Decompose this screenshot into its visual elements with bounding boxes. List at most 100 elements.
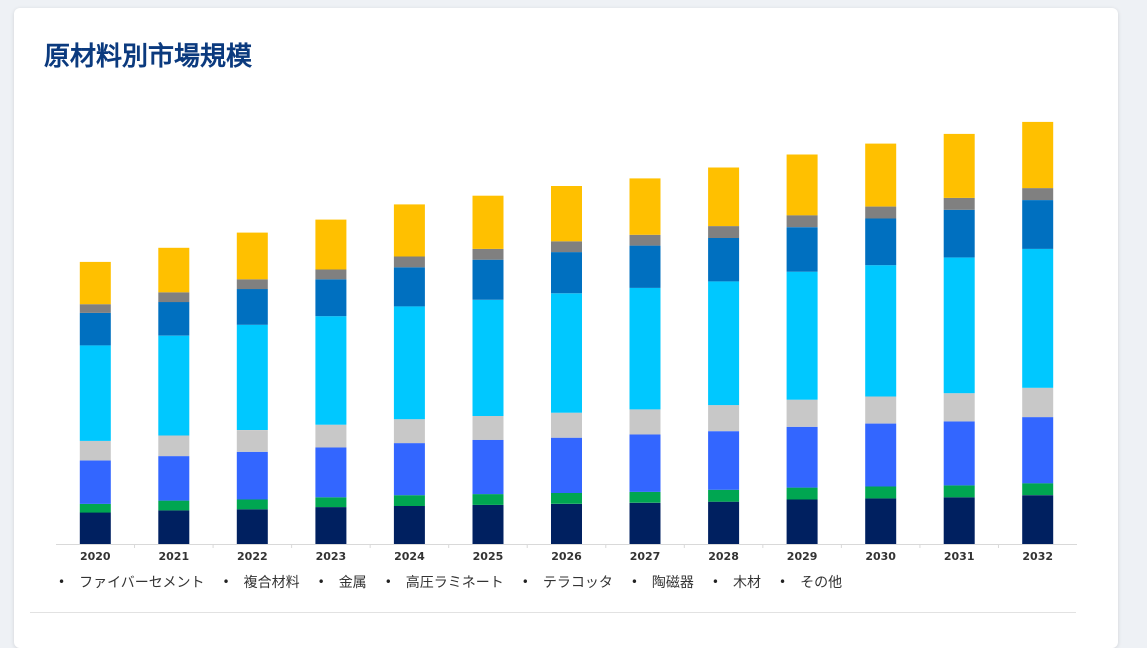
x-tick-label: 2032 [1022,550,1053,563]
bar-segment-2031 [943,197,975,210]
legend-label: 木材 [733,575,761,591]
x-tick-label: 2025 [473,550,504,563]
legend-item: • 高圧ラミネート [385,572,504,592]
bar-segment-2027 [629,502,661,544]
stacked-bar-chart: 2020 2021 2022 2023 2024 2025 2026 2027 2028 2029… [56,121,1077,563]
bar-segment-2031 [943,393,975,422]
bar-segment-2027 [629,409,661,435]
bar-segment-2021 [158,510,190,544]
bar-segment-2027 [629,245,661,288]
bar-segment-2024 [393,419,425,444]
bar-segment-2028 [708,501,740,544]
bar-segment-2032 [1022,495,1054,544]
x-tick-label: 2027 [630,550,661,563]
bar-segment-2023 [315,447,347,498]
legend-bullet-icon: • [58,575,66,589]
bar-segment-2021 [158,302,190,336]
legend-label: 複合材料 [243,575,300,591]
legend-item: • 陶磁器 [631,572,694,592]
bar-segment-2030 [865,486,897,499]
bar-segment-2027 [629,178,661,235]
bar-segment-2023 [315,219,347,270]
bar-segment-2026 [551,293,582,413]
bar-segment-2022 [236,279,268,290]
bar-segment-2029 [786,215,818,228]
bar-segment-2022 [236,232,268,280]
bar-segment-2031 [943,209,975,258]
bar-segment-2025 [472,259,504,300]
legend-label: 高圧ラミネート [405,575,504,591]
bar-segment-2023 [315,269,347,280]
bar-segment-2029 [786,426,818,488]
legend-label: ファイバーセメント [79,575,205,591]
x-tick-label: 2029 [787,550,818,563]
bar-segment-2022 [236,289,268,325]
bar-segment-2021 [158,292,190,303]
legend-bullet-icon: • [222,575,230,589]
bar-segment-2030 [865,143,897,207]
bar-segment-2020 [79,261,111,305]
bar-segment-2023 [315,316,347,425]
legend-bullet-icon: • [384,575,392,589]
bar-segment-2020 [79,503,111,513]
bar-segment-2027 [629,234,661,246]
bar-segment-2021 [158,500,190,511]
bar-segment-2024 [393,256,425,268]
bar-segment-2032 [1022,483,1054,496]
bar-segment-2022 [236,451,268,500]
bar-segment-2031 [943,133,975,198]
x-tick-label: 2024 [394,550,425,563]
legend-bullet-icon: • [317,575,325,589]
bar-segment-2020 [79,304,111,313]
bar-segment-2022 [236,430,268,452]
bar-segment-2026 [551,412,582,438]
bar-segment-2028 [708,405,740,432]
legend-item: • その他 [779,572,842,592]
bar-segment-2027 [629,491,661,503]
bar-segment-2032 [1022,417,1054,484]
bar-segment-2032 [1022,121,1054,189]
bar-segment-2030 [865,265,897,397]
bar-segment-2029 [786,487,818,500]
bar-segment-2031 [943,497,975,544]
bar-segment-2025 [472,195,504,249]
x-tick-label: 2022 [237,550,268,563]
bar-segment-2031 [943,485,975,498]
legend-bullet-icon: • [630,575,638,589]
bar-segment-2026 [551,241,582,253]
bar-segment-2027 [629,434,661,492]
legend-bullet-icon: • [711,575,719,589]
x-tick-label: 2021 [158,550,189,563]
bar-segment-2025 [472,504,504,544]
bar-segment-2030 [865,396,897,424]
bar-segment-2028 [708,238,740,282]
legend-item: • 金属 [318,572,367,592]
bar-segment-2028 [708,226,740,238]
x-tick-label: 2023 [316,550,347,563]
bar-segment-2031 [943,421,975,486]
legend-bullet-icon: • [779,575,787,589]
bar-segment-2032 [1022,200,1054,249]
bar-segment-2030 [865,423,897,487]
x-tick-label: 2020 [80,550,111,563]
bar-segment-2029 [786,399,818,427]
bar-segment-2024 [393,204,425,257]
chart-legend: • ファイバーセメント • 複合材料 • 金属 • 高圧ラミネート • テラコッタ • 陶磁器 • 木材 •… [58,572,842,592]
bar-segment-2029 [786,499,818,544]
bar-segment-2028 [708,167,740,227]
legend-label: 金属 [338,575,367,591]
bar-segment-2030 [865,218,897,266]
bar-segment-2026 [551,503,582,544]
bar-segment-2025 [472,299,504,416]
bar-segment-2021 [158,435,190,457]
bar-segment-2028 [708,489,740,502]
x-tick-label: 2028 [708,550,739,563]
page-title: 原材料別市場規模 [44,42,253,72]
bar-segment-2020 [79,345,111,441]
bar-segment-2032 [1022,188,1054,200]
bar-segment-2028 [708,431,740,490]
bar-segment-2026 [551,186,582,242]
bar-segment-2020 [79,312,111,346]
x-tick-label: 2030 [865,550,896,563]
bar-segment-2029 [786,227,818,272]
